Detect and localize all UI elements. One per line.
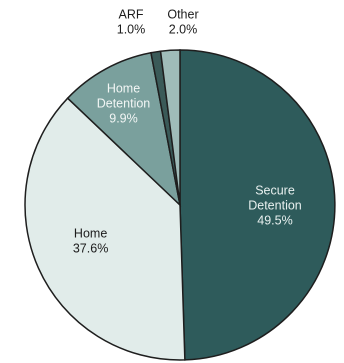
slice-percent-label: 1.0% (117, 23, 146, 37)
pie-slices (24, 49, 336, 361)
slice-name-label: ARF (119, 8, 144, 22)
pie-slice-secure-detention (179, 49, 336, 361)
slice-name-label: Home (107, 81, 140, 95)
pie-slice-home-detention (66, 51, 182, 208)
pie-labels: SecureDetention49.5%Home37.6%HomeDetenti… (73, 8, 302, 256)
slice-percent-label: 49.5% (257, 214, 292, 228)
slice-name-label: Other (167, 8, 198, 22)
slice-name-label: Secure (255, 184, 295, 198)
slice-percent-label: 9.9% (109, 111, 138, 125)
slice-name-label: Detention (248, 199, 302, 213)
slice-name-label: Detention (97, 96, 151, 110)
slice-name-label: Home (74, 227, 107, 241)
pie-slice-home (24, 97, 186, 361)
pie-slice-other (159, 49, 181, 206)
slice-percent-label: 37.6% (73, 242, 108, 256)
slice-percent-label: 2.0% (169, 23, 198, 37)
